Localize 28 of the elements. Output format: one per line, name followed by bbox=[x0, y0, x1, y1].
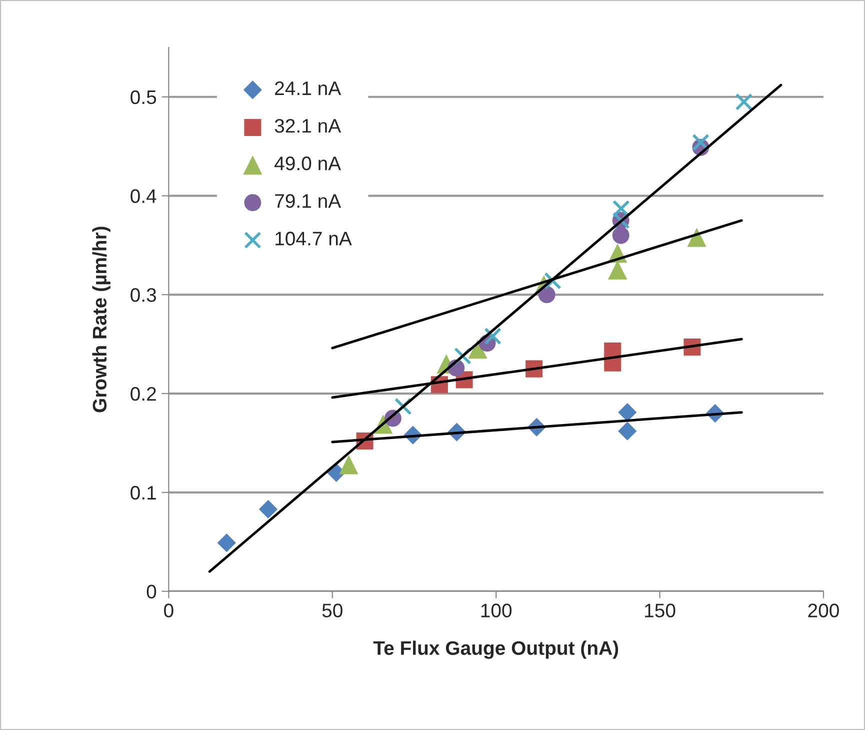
legend-label: 104.7 nA bbox=[276, 232, 352, 246]
y-axis-title: Growth Rate (µm/hr) bbox=[92, 226, 110, 412]
point bbox=[258, 500, 278, 519]
point bbox=[339, 455, 358, 474]
point bbox=[612, 200, 630, 218]
x-tick-label: 200 bbox=[808, 604, 839, 618]
x-axis-title: Te Flux Gauge Output (nA) bbox=[373, 640, 618, 659]
y-tick-label: 0.4 bbox=[130, 189, 156, 204]
legend-label: 49.0 nA bbox=[274, 156, 342, 170]
x-tick-label: 150 bbox=[645, 604, 676, 618]
y-tick-label: 0 bbox=[146, 584, 156, 599]
y-tick-label: 0.3 bbox=[130, 288, 156, 302]
x-tick-label: 100 bbox=[481, 604, 512, 618]
legend-label: 24.1 nA bbox=[275, 81, 342, 95]
y-tick-label: 0.5 bbox=[130, 90, 156, 104]
legend-label: 79.1 nA bbox=[275, 194, 342, 208]
point bbox=[612, 226, 630, 244]
point bbox=[538, 286, 556, 304]
legend-label: 32.1 nA bbox=[274, 118, 342, 133]
point bbox=[618, 422, 637, 440]
y-tick-label: 0.1 bbox=[130, 486, 156, 500]
point bbox=[735, 93, 753, 111]
point bbox=[687, 228, 706, 247]
y-tick-label: 0.2 bbox=[130, 387, 156, 401]
x-tick-label: 50 bbox=[322, 604, 342, 618]
x-tick-label: 0 bbox=[164, 604, 174, 618]
point bbox=[217, 534, 236, 552]
point bbox=[692, 134, 710, 152]
